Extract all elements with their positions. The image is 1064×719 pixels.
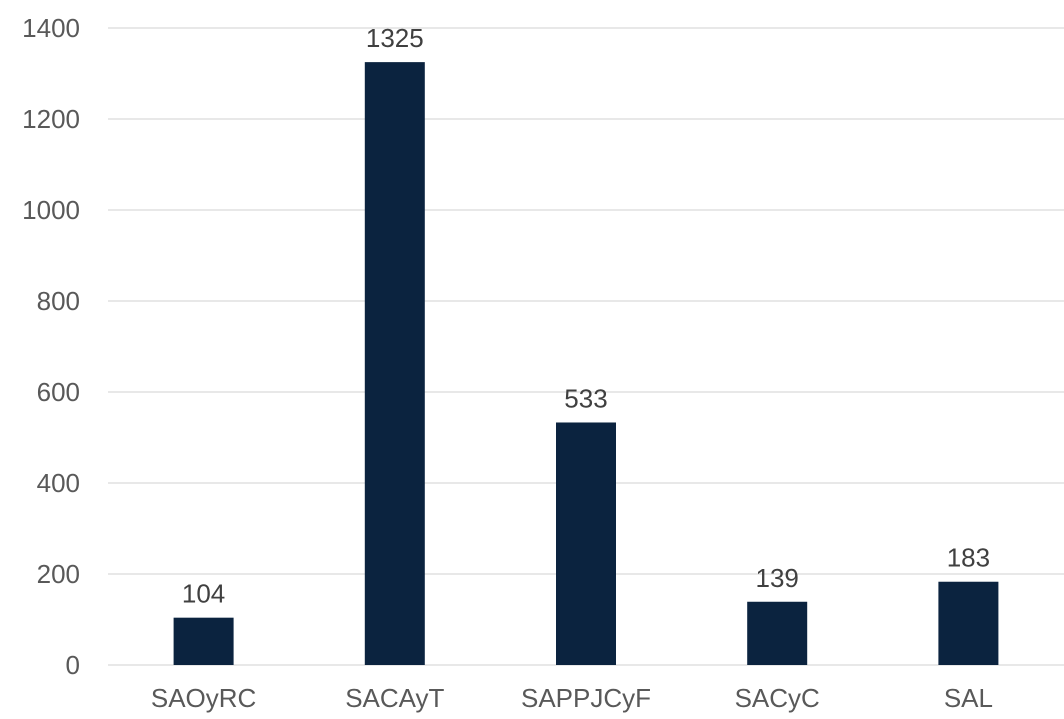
y-tick-label-1200: 1200 xyxy=(22,104,80,134)
y-tick-label-200: 200 xyxy=(37,559,80,589)
x-tick-label-SAL: SAL xyxy=(944,683,993,713)
x-tick-label-SAOyRC: SAOyRC xyxy=(151,683,256,713)
data-labels: 104 1325 533 139 183 xyxy=(182,23,990,609)
x-tick-label-SACyC: SACyC xyxy=(735,683,820,713)
y-tick-label-1000: 1000 xyxy=(22,195,80,225)
bar-SACyC xyxy=(747,601,808,665)
y-axis-tick-labels: 0 200 400 600 800 1000 1200 1400 xyxy=(22,13,80,680)
y-tick-label-800: 800 xyxy=(37,286,80,316)
bar-SAPPJCyF xyxy=(556,422,616,665)
bars xyxy=(173,62,999,665)
bar-SAOyRC xyxy=(173,617,234,665)
x-tick-label-SAPPJCyF: SAPPJCyF xyxy=(521,683,651,713)
data-label-SAL: 183 xyxy=(947,543,990,573)
y-tick-label-400: 400 xyxy=(37,468,80,498)
y-tick-label-0: 0 xyxy=(66,650,80,680)
data-label-SACAyT: 1325 xyxy=(366,23,424,53)
y-tick-label-1400: 1400 xyxy=(22,13,80,43)
bar-SAL xyxy=(938,581,999,665)
data-label-SAPPJCyF: 533 xyxy=(564,383,607,413)
y-tick-label-600: 600 xyxy=(37,377,80,407)
x-tick-label-SACAyT: SACAyT xyxy=(345,683,444,713)
bar-SACAyT xyxy=(364,62,425,665)
x-axis-tick-labels: SAOyRC SACAyT SAPPJCyF SACyC SAL xyxy=(151,683,993,713)
data-label-SAOyRC: 104 xyxy=(182,579,225,609)
data-label-SACyC: 139 xyxy=(756,563,799,593)
